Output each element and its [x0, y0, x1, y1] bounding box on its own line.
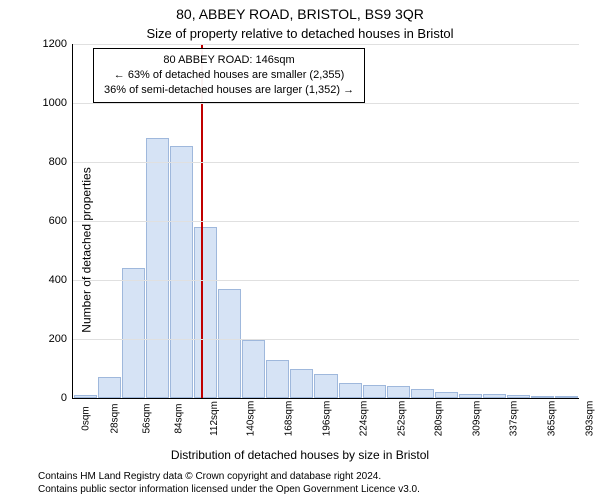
- histogram-bar: [363, 385, 386, 398]
- gridline: [73, 339, 579, 340]
- histogram-bar: [122, 268, 145, 398]
- info-line-2: ← 63% of detached houses are smaller (2,…: [104, 68, 354, 83]
- histogram-bar: [266, 360, 289, 398]
- x-tick-label: 28sqm: [110, 401, 121, 433]
- histogram-bar: [387, 386, 410, 398]
- histogram-bar: [170, 146, 193, 398]
- y-tick-label: 1000: [43, 97, 67, 109]
- histogram-bar: [242, 340, 265, 398]
- gridline: [73, 162, 579, 163]
- x-tick-label: 140sqm: [246, 399, 257, 437]
- footer-line-1: Contains HM Land Registry data © Crown c…: [38, 470, 420, 483]
- histogram-bar: [339, 383, 362, 398]
- x-tick-label: 252sqm: [396, 399, 407, 437]
- histogram-bar: [98, 377, 121, 398]
- x-tick-label: 84sqm: [174, 401, 185, 433]
- chart-container: 80, ABBEY ROAD, BRISTOL, BS9 3QR Size of…: [0, 0, 600, 500]
- x-tick-label: 365sqm: [546, 399, 557, 437]
- gridline: [73, 221, 579, 222]
- y-tick-label: 600: [49, 215, 67, 227]
- info-line-1: 80 ABBEY ROAD: 146sqm: [104, 53, 354, 68]
- y-tick-label: 1200: [43, 38, 67, 50]
- x-tick-label: 56sqm: [142, 401, 153, 433]
- gridline: [73, 103, 579, 104]
- plot-area: 80 ABBEY ROAD: 146sqm ← 63% of detached …: [72, 44, 579, 399]
- x-tick-label: 337sqm: [509, 399, 520, 437]
- histogram-bar: [146, 138, 169, 398]
- histogram-bar: [314, 374, 337, 398]
- histogram-bar: [411, 389, 434, 398]
- x-ticks-group: 0sqm28sqm56sqm84sqm112sqm140sqm168sqm196…: [73, 398, 579, 423]
- title-subtitle: Size of property relative to detached ho…: [0, 26, 600, 41]
- y-tick-label: 0: [61, 392, 67, 404]
- x-tick-label: 196sqm: [321, 399, 332, 437]
- footer: Contains HM Land Registry data © Crown c…: [38, 470, 420, 496]
- title-address: 80, ABBEY ROAD, BRISTOL, BS9 3QR: [0, 6, 600, 22]
- x-axis-label: Distribution of detached houses by size …: [0, 448, 600, 462]
- gridline: [73, 280, 579, 281]
- histogram-bar: [290, 369, 313, 399]
- x-tick-label: 168sqm: [283, 399, 294, 437]
- info-box: 80 ABBEY ROAD: 146sqm ← 63% of detached …: [93, 48, 365, 103]
- y-tick-label: 200: [49, 333, 67, 345]
- x-tick-label: 280sqm: [434, 399, 445, 437]
- x-tick-label: 112sqm: [208, 399, 219, 436]
- x-tick-label: 393sqm: [584, 399, 595, 437]
- info-line-3: 36% of semi-detached houses are larger (…: [104, 83, 354, 98]
- gridline: [73, 44, 579, 45]
- x-tick-label: 309sqm: [471, 399, 482, 437]
- histogram-bar: [194, 227, 217, 398]
- y-tick-label: 400: [49, 274, 67, 286]
- x-tick-label: 224sqm: [358, 399, 369, 437]
- x-tick-label: 0sqm: [81, 404, 92, 430]
- footer-line-2: Contains public sector information licen…: [38, 483, 420, 496]
- histogram-bar: [218, 289, 241, 398]
- y-tick-label: 800: [49, 156, 67, 168]
